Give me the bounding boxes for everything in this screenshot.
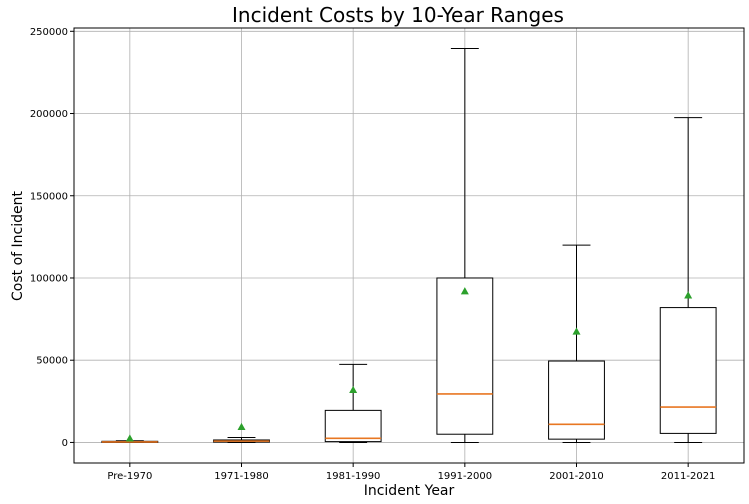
mean-marker xyxy=(349,385,358,394)
box-iqr xyxy=(324,409,382,443)
box-iqr xyxy=(436,277,494,435)
y-tick-label: 150000 xyxy=(30,191,68,202)
y-axis-ticks: 0 50000 100000 150000 200000 250000 xyxy=(30,27,74,449)
box-iqr xyxy=(659,307,717,434)
y-tick-label: 100000 xyxy=(30,273,68,284)
x-tick-label: 1971-1980 xyxy=(214,471,269,482)
box-group xyxy=(324,363,382,443)
mean-marker xyxy=(460,287,469,295)
y-tick-label: 0 xyxy=(62,438,68,449)
mean-marker xyxy=(125,434,134,442)
x-tick-label: 1981-1990 xyxy=(326,471,381,482)
box-group xyxy=(659,117,717,443)
x-axis-label: Incident Year xyxy=(364,483,455,499)
grid-lines xyxy=(74,28,744,463)
chart-title: Incident Costs by 10-Year Ranges xyxy=(232,3,564,27)
mean-marker xyxy=(572,327,581,335)
box-group xyxy=(101,434,159,443)
x-tick-label: 2011-2021 xyxy=(661,471,716,482)
mean-marker xyxy=(684,291,693,299)
y-tick-label: 200000 xyxy=(30,109,68,120)
y-tick-label: 250000 xyxy=(30,27,68,38)
x-tick-label: 2001-2010 xyxy=(549,471,604,482)
y-tick-label: 50000 xyxy=(36,356,68,367)
x-tick-label: 1991-2000 xyxy=(438,471,493,482)
box-group xyxy=(548,244,605,443)
y-axis-label: Cost of Incident xyxy=(10,191,26,301)
x-tick-label: Pre-1970 xyxy=(107,471,152,482)
box-group xyxy=(213,422,270,443)
box-group xyxy=(436,48,494,443)
mean-marker xyxy=(237,422,246,431)
plot-area-frame xyxy=(73,27,745,464)
box-iqr xyxy=(548,360,605,440)
x-axis-ticks: Pre-1970 1971-1980 1981-1990 1991-2000 2001-… xyxy=(107,463,715,482)
boxes xyxy=(101,48,717,443)
